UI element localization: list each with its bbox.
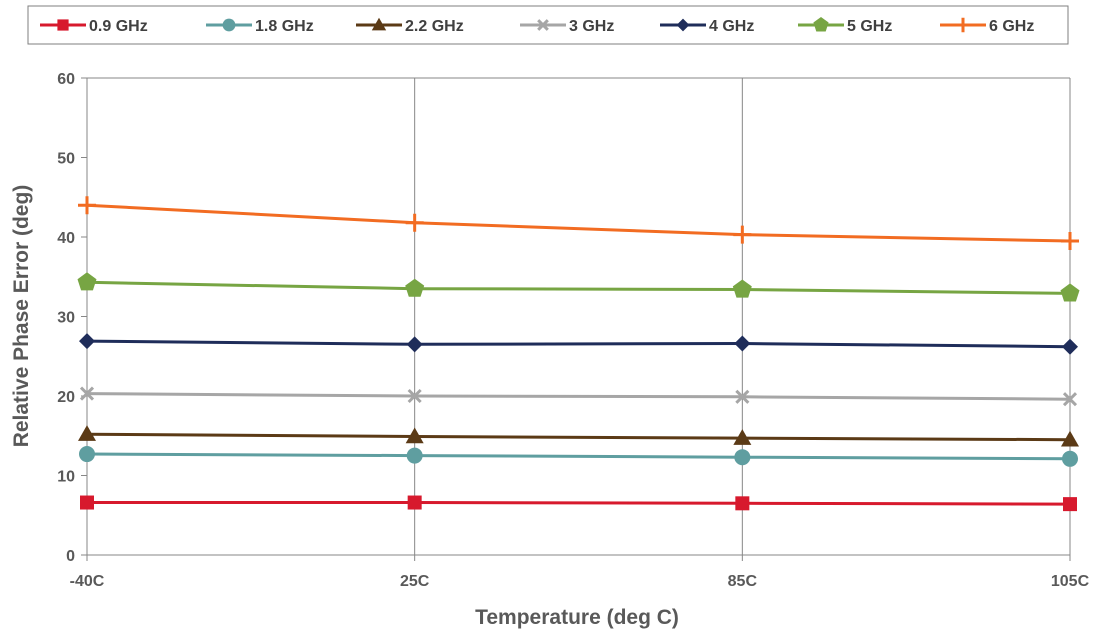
legend-marker (222, 18, 236, 32)
data-point (734, 335, 751, 352)
legend-label: 1.8 GHz (255, 18, 314, 35)
series-line (86, 392, 1071, 401)
data-point (1060, 283, 1080, 302)
y-tick-label: 50 (57, 151, 75, 168)
legend-item: 3 GHz (520, 18, 614, 35)
series-3-ghz (79, 386, 1078, 407)
series-1.8-ghz (79, 446, 1078, 467)
series-4-ghz (79, 333, 1078, 355)
data-point (405, 213, 424, 232)
data-point (1061, 430, 1079, 447)
data-point (1062, 338, 1078, 355)
data-point (735, 389, 750, 404)
data-point (732, 279, 752, 298)
data-point (406, 447, 423, 464)
legend-marker (955, 17, 971, 33)
data-point (1063, 497, 1077, 512)
legend-item: 6 GHz (940, 17, 1034, 35)
x-tick-label: 25C (400, 573, 430, 590)
data-point (405, 278, 425, 297)
legend-label: 5 GHz (847, 18, 892, 35)
y-tick-label: 0 (66, 548, 75, 565)
x-tick-label: 85C (728, 573, 758, 590)
data-point (78, 196, 96, 215)
series-line (86, 280, 1071, 295)
legend-label: 2.2 GHz (405, 18, 464, 35)
grid-lines (87, 77, 1071, 555)
data-point (77, 272, 97, 291)
y-tick-label: 60 (57, 71, 75, 88)
x-axis-title: Temperature (deg C) (475, 606, 679, 629)
data-point (79, 333, 95, 350)
data-point (1061, 231, 1079, 250)
series-0.9-ghz (80, 495, 1077, 512)
x-tick-label: -40C (70, 573, 105, 590)
data-point (1062, 392, 1078, 407)
legend-label: 0.9 GHz (89, 18, 148, 35)
legend-item: 1.8 GHz (206, 18, 314, 35)
legend-marker (371, 17, 387, 31)
legend-item: 5 GHz (798, 17, 892, 35)
data-point (80, 495, 94, 510)
series-line (86, 339, 1071, 349)
legend-marker (813, 17, 829, 32)
data-point (406, 336, 423, 353)
legend-label: 6 GHz (989, 18, 1034, 35)
series-6-ghz (78, 196, 1079, 250)
y-tick-label: 10 (57, 469, 75, 486)
legend-label: 4 GHz (709, 18, 754, 35)
data-point (407, 495, 422, 510)
y-tick-label: 20 (57, 389, 75, 406)
legend-item: 0.9 GHz (40, 18, 148, 35)
series-5-ghz (77, 272, 1080, 302)
legend: 0.9 GHz 1.8 GHz 2.2 GHz 3 GHz 4 GHz 5 GHz 6 GH… (27, 5, 1069, 45)
data-point (407, 388, 422, 404)
legend-marker (57, 19, 69, 31)
data-point (735, 496, 750, 511)
series-line (86, 432, 1071, 442)
data-point (78, 425, 96, 441)
series-line (86, 203, 1071, 243)
data-point (734, 449, 751, 466)
data-point (1062, 450, 1078, 467)
legend-item: 4 GHz (660, 18, 754, 35)
series-line (86, 452, 1071, 461)
y-tick-label: 40 (57, 230, 75, 247)
data-point (79, 386, 95, 401)
series-layer (77, 196, 1080, 512)
tick-labels: 0 10 20 30 40 50 60 -40C 25C 85C 105C (57, 71, 1089, 590)
data-point (733, 429, 752, 445)
series-2.2-ghz (78, 425, 1079, 447)
series-line (87, 501, 1071, 506)
axes (81, 77, 1071, 561)
legend-item: 2.2 GHz (356, 17, 464, 35)
legend-label: 3 GHz (569, 18, 614, 35)
y-tick-label: 30 (57, 310, 75, 327)
y-axis-title: Relative Phase Error (deg) (10, 185, 33, 448)
legend-marker (537, 19, 549, 31)
legend-marker (676, 18, 690, 32)
data-point (405, 427, 424, 444)
x-tick-label: 105C (1051, 573, 1090, 590)
data-point (733, 225, 752, 244)
data-point (79, 446, 95, 463)
